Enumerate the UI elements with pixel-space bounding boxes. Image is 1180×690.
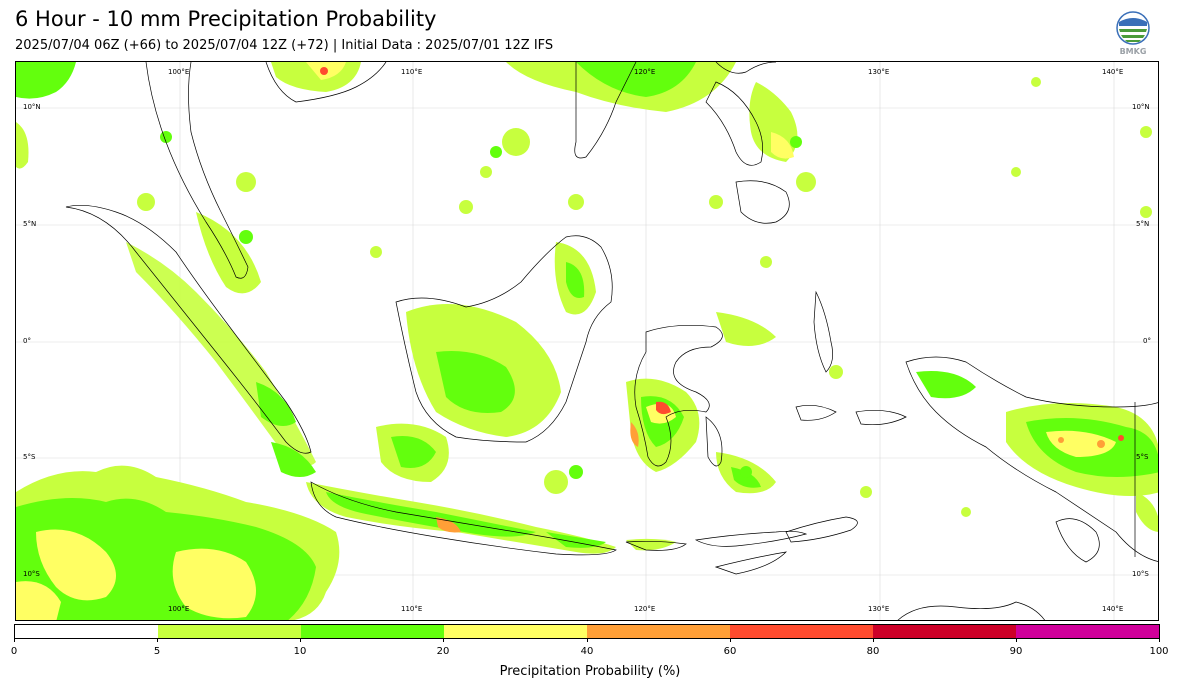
- colorbar-segment: [873, 625, 1016, 638]
- colorbar-tick: 20: [436, 646, 450, 657]
- map-canvas: [16, 62, 1158, 620]
- map-subtitle: 2025/07/04 06Z (+66) to 2025/07/04 12Z (…: [15, 38, 554, 53]
- colorbar-tick: 100: [1149, 646, 1169, 657]
- colorbar-segment: [587, 625, 730, 638]
- lon-label-bottom: 110°E: [401, 605, 423, 613]
- colorbar-tick: 10: [293, 646, 307, 657]
- colorbar-tick: 80: [866, 646, 880, 657]
- colorbar-segment: [15, 625, 158, 638]
- colorbar-tick: 90: [1009, 646, 1023, 657]
- lon-label-top: 110°E: [401, 68, 423, 76]
- map-title: 6 Hour - 10 mm Precipitation Probability: [15, 7, 437, 31]
- colorbar-tick: 0: [10, 646, 18, 657]
- lon-label-top: 100°E: [168, 68, 190, 76]
- lat-label-right: 0°: [1143, 337, 1151, 345]
- lat-label-left: 5°S: [23, 453, 36, 461]
- lon-label-bottom: 100°E: [168, 605, 190, 613]
- lon-label-bottom: 140°E: [1102, 605, 1124, 613]
- colorbar-segment: [730, 625, 873, 638]
- colorbar-segment: [1016, 625, 1159, 638]
- lat-label-right: 5°N: [1136, 220, 1150, 228]
- colorbar: [14, 624, 1160, 639]
- colorbar-label: Precipitation Probability (%): [499, 664, 681, 679]
- lat-label-left: 10°N: [23, 103, 41, 111]
- lon-label-top: 140°E: [1102, 68, 1124, 76]
- lon-label-top: 130°E: [868, 68, 890, 76]
- lon-label-bottom: 120°E: [634, 605, 656, 613]
- lat-label-right: 10°N: [1132, 103, 1150, 111]
- colorbar-tick: 40: [580, 646, 594, 657]
- lat-label-right: 5°S: [1136, 453, 1149, 461]
- colorbar-tick: 5: [153, 646, 161, 657]
- coastlines: [65, 62, 1158, 620]
- lat-label-left: 5°N: [23, 220, 37, 228]
- colorbar-segment: [158, 625, 301, 638]
- colorbar-segment: [444, 625, 587, 638]
- lat-label-left: 10°S: [23, 570, 40, 578]
- lat-label-left: 0°: [23, 337, 31, 345]
- lon-label-bottom: 130°E: [868, 605, 890, 613]
- precipitation-areas: [16, 62, 1158, 620]
- lat-label-right: 10°S: [1132, 570, 1149, 578]
- precipitation-map: 100°E 110°E 120°E 130°E 140°E 100°E 110°…: [15, 61, 1159, 621]
- lon-label-top: 120°E: [634, 68, 656, 76]
- colorbar-segment: [301, 625, 444, 638]
- svg-text:BMKG: BMKG: [1120, 47, 1147, 56]
- colorbar-tick: 60: [723, 646, 737, 657]
- bmkg-logo-icon: BMKG: [1114, 10, 1152, 56]
